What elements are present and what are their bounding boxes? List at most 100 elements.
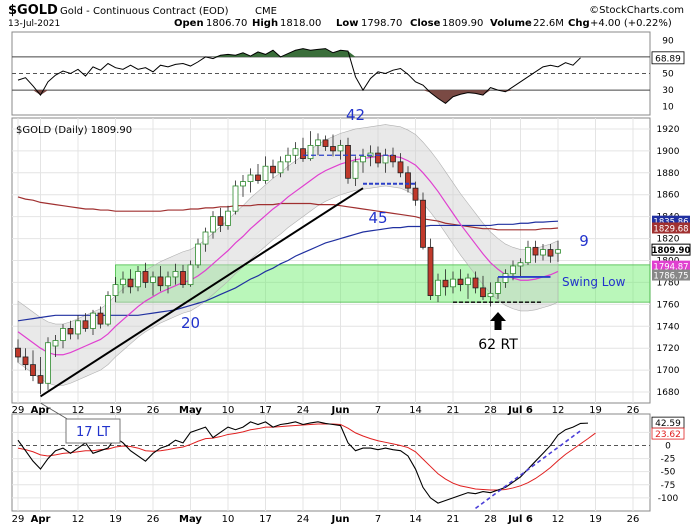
price-value-badge: [652, 260, 690, 272]
price-value-badge-label: 1786.75: [653, 272, 688, 282]
candle-body: [142, 271, 149, 283]
macd-x-tick-label: 24: [297, 514, 310, 525]
candle-body: [555, 249, 561, 254]
rsi-tick-label: 10: [662, 103, 674, 113]
ma-short-line: [17, 154, 559, 356]
price-x-tick-label: 14: [409, 405, 422, 416]
volume-label: Volume: [490, 18, 532, 29]
candle-body: [180, 271, 186, 286]
macd-x-tick-label: 7: [375, 514, 381, 525]
candle-body: [150, 276, 156, 283]
candle-body: [300, 148, 306, 159]
swing-low-label: Swing Low: [562, 275, 626, 289]
price-tick-label: 1720: [657, 344, 680, 354]
candle-body: [157, 276, 164, 287]
candle-body: [540, 249, 546, 256]
lt-callout-box: [65, 418, 121, 444]
candle-body: [45, 342, 51, 384]
candle-body: [382, 154, 389, 164]
price-x-tick-label: 12: [72, 405, 85, 416]
macd-tick-label: -75: [661, 481, 676, 491]
cycle-label-45: 45: [368, 209, 387, 227]
price-value-badge: [651, 243, 691, 256]
candle-body: [435, 279, 441, 296]
macd-x-tick-label: 26: [627, 514, 640, 525]
price-layer: $GOLD (Daily) 1809.901680170017201740176…: [12, 124, 691, 416]
chg-label: Chg: [568, 18, 590, 29]
price-value-badge-label: 1809.90: [652, 246, 691, 256]
price-x-tick-label: 26: [147, 405, 160, 416]
price-x-tick-label: 12: [552, 405, 565, 416]
price-x-tick-label: May: [179, 405, 202, 416]
macd-tick-label: -100: [658, 494, 679, 504]
candle-body: [405, 172, 411, 189]
rsi-line: [17, 48, 581, 105]
candle-body: [172, 271, 179, 278]
rsi-tick-label: 30: [662, 86, 674, 96]
candle-body: [495, 282, 501, 294]
candle-body: [487, 292, 494, 298]
price-x-tick-label: 21: [447, 405, 460, 416]
price-x-tick-label: 29: [12, 405, 25, 416]
candle-body: [127, 278, 134, 288]
header-exchange: CME: [255, 6, 277, 17]
price-tick-label: 1860: [657, 191, 680, 201]
price-value-badge: [652, 215, 690, 227]
ma-mid-line: [17, 196, 559, 231]
long-term-trendline: [39, 187, 364, 398]
rsi-overbought-fill: [18, 48, 581, 57]
candle-body: [135, 271, 141, 288]
candle-body: [195, 243, 201, 266]
candle-body: [82, 320, 89, 329]
candle-body: [360, 155, 366, 163]
candle-body: [510, 265, 516, 275]
high-value: 1818.00: [280, 18, 321, 29]
price-x-tick-label: 10: [222, 405, 235, 416]
macd-x-tick-label: 10: [222, 514, 235, 525]
price-tick-label: 1900: [657, 147, 680, 157]
candle-body: [517, 262, 524, 267]
candle-body: [37, 375, 44, 384]
candle-body: [217, 216, 224, 226]
close-value: 1809.90: [442, 18, 483, 29]
candle-body: [187, 264, 194, 286]
candle-body: [457, 278, 464, 286]
candle-body: [165, 276, 171, 287]
price-value-badge: [652, 222, 690, 234]
macd-tick-label: 0: [665, 441, 671, 451]
macd-signal-badge: [651, 427, 685, 440]
candle-body: [472, 277, 479, 289]
price-panel-title: $GOLD (Daily) 1809.90: [16, 125, 132, 136]
cycle-label-20: 20: [181, 314, 200, 332]
candle-body: [442, 279, 449, 288]
candle-body: [262, 165, 269, 181]
candle-body: [352, 161, 359, 179]
header-description: Gold - Continuous Contract (EOD): [60, 6, 229, 17]
candle-body: [112, 284, 119, 296]
candle-body: [412, 187, 419, 201]
cycle-label-42: 42: [346, 106, 365, 124]
candle-body: [307, 145, 314, 159]
price-x-tick-label: 24: [297, 405, 310, 416]
rsi-current-box: [651, 51, 685, 65]
macd-x-tick-label: 21: [447, 514, 460, 525]
rsi-tick-label: 50: [662, 70, 674, 80]
candle-body: [337, 145, 344, 152]
candle-body: [345, 145, 351, 179]
candle-body: [322, 139, 329, 147]
price-x-tick-label: Jun: [331, 405, 350, 416]
price-x-tick-label: Jul 6: [507, 405, 533, 416]
candle-body: [270, 165, 276, 174]
candle-body: [202, 231, 209, 245]
candle-body: [75, 320, 81, 335]
open-value: 1806.70: [206, 18, 247, 29]
candle-body: [225, 210, 231, 226]
candle-body: [502, 273, 509, 283]
chg-value: +4.00 (+0.22%): [590, 18, 672, 29]
candle-body: [15, 347, 21, 358]
candle-body: [105, 295, 111, 325]
candle-body: [255, 174, 261, 181]
macd-x-tick-label: 19: [589, 514, 602, 525]
price-x-tick-label: 26: [627, 405, 640, 416]
